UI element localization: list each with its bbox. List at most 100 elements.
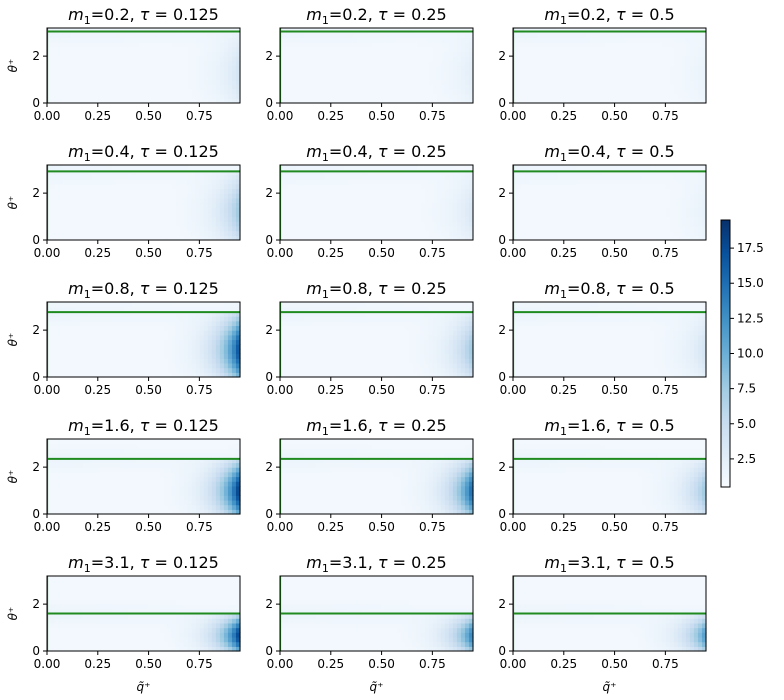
heatmap-cell — [163, 216, 169, 222]
heatmap-cell — [677, 65, 683, 71]
heatmap-cell — [408, 169, 414, 175]
heatmap-cell — [59, 51, 64, 57]
heatmap-cell — [215, 225, 221, 232]
heatmap-cell — [87, 98, 92, 104]
heatmap-cell — [63, 235, 68, 241]
heatmap-cell — [701, 42, 707, 48]
heatmap-cell — [456, 188, 462, 194]
heatmap-cell — [219, 42, 225, 48]
heatmap-cell — [183, 98, 189, 104]
heatmap-cell — [51, 202, 56, 208]
heatmap-cell — [569, 70, 574, 76]
heatmap-cell — [673, 174, 679, 180]
heatmap-cell — [223, 56, 229, 62]
heatmap-cell — [657, 98, 663, 104]
heatmap-cell — [625, 221, 631, 227]
heatmap-cell — [424, 235, 430, 241]
heatmap-cell — [360, 32, 366, 38]
heatmap-cell — [589, 169, 595, 175]
heatmap-cell — [115, 98, 120, 104]
heatmap-cell — [537, 174, 542, 180]
heatmap-cell — [55, 216, 60, 222]
heatmap-cell — [633, 202, 639, 208]
heatmap-cell — [388, 230, 394, 236]
heatmap-cell — [412, 225, 418, 232]
heatmap-cell — [203, 165, 209, 171]
heatmap-cell — [103, 84, 108, 90]
heatmap-cell — [352, 225, 357, 232]
heatmap-cell — [701, 93, 707, 99]
heatmap-cell — [444, 179, 450, 185]
heatmap-cell — [235, 235, 241, 241]
heatmap-cell — [617, 225, 623, 232]
heatmap-cell — [163, 56, 169, 62]
heatmap-cell — [99, 84, 104, 90]
heatmap-cell — [55, 372, 60, 378]
heatmap-cell — [653, 179, 659, 185]
heatmap-cell — [601, 207, 607, 213]
heatmap-cell — [689, 202, 695, 208]
x-tick-label: 0.50 — [601, 109, 628, 123]
heatmap-cell — [95, 42, 100, 48]
heatmap-cell — [521, 216, 526, 222]
heatmap-cell — [316, 183, 321, 190]
heatmap-cell — [356, 98, 362, 104]
heatmap-cell — [123, 88, 129, 95]
heatmap-cell — [131, 179, 137, 185]
heatmap-cell — [529, 98, 534, 104]
heatmap-cell — [372, 165, 378, 171]
heatmap-cell — [87, 46, 92, 53]
heatmap-cell — [280, 221, 285, 227]
heatmap-cell — [649, 42, 655, 48]
heatmap-cell — [159, 211, 165, 218]
heatmap-cell — [111, 372, 116, 378]
heatmap-cell — [103, 339, 108, 345]
heatmap-cell — [517, 60, 522, 67]
heatmap-cell — [657, 74, 663, 81]
heatmap-cell — [348, 70, 353, 76]
heatmap-cell — [292, 207, 297, 213]
heatmap-cell — [235, 60, 241, 67]
heatmap-cell — [364, 51, 370, 57]
heatmap-cell — [324, 46, 329, 53]
heatmap-cell — [561, 216, 566, 222]
heatmap-cell — [183, 88, 189, 95]
heatmap-cell — [376, 169, 382, 175]
heatmap-cell — [348, 211, 353, 218]
x-tick-label: 0.75 — [186, 109, 213, 123]
heatmap-cell — [569, 225, 574, 232]
heatmap-cell — [436, 235, 442, 241]
heatmap-cell — [195, 84, 201, 90]
heatmap-cell — [324, 79, 329, 85]
heatmap-cell — [123, 37, 129, 43]
heatmap-cell — [95, 235, 100, 241]
heatmap-cell — [428, 202, 434, 208]
heatmap-cell — [292, 202, 297, 208]
heatmap-cell — [312, 179, 317, 185]
heatmap-cell — [344, 60, 349, 67]
heatmap-cell — [460, 88, 466, 95]
heatmap-cell — [280, 37, 285, 43]
heatmap-cell — [517, 74, 522, 81]
heatmap-cell — [159, 79, 165, 85]
heatmap-cell — [119, 221, 124, 227]
heatmap-cell — [115, 174, 120, 180]
heatmap-cell — [697, 74, 703, 81]
heatmap-cell — [352, 60, 357, 67]
heatmap-cell — [63, 42, 68, 48]
heatmap-cell — [677, 193, 683, 199]
heatmap-cell — [59, 32, 64, 38]
heatmap-cell — [143, 207, 149, 213]
heatmap-cell — [364, 74, 370, 81]
heatmap-cell — [99, 334, 104, 341]
heatmap-cell — [71, 225, 76, 232]
heatmap-cell — [312, 211, 317, 218]
heatmap-cell — [328, 51, 333, 57]
heatmap-cell — [436, 221, 442, 227]
heatmap-cell — [593, 235, 599, 241]
heatmap-cell — [207, 51, 213, 57]
heatmap-cell — [613, 70, 619, 76]
heatmap-cell — [689, 193, 695, 199]
heatmap-cell — [127, 211, 133, 218]
